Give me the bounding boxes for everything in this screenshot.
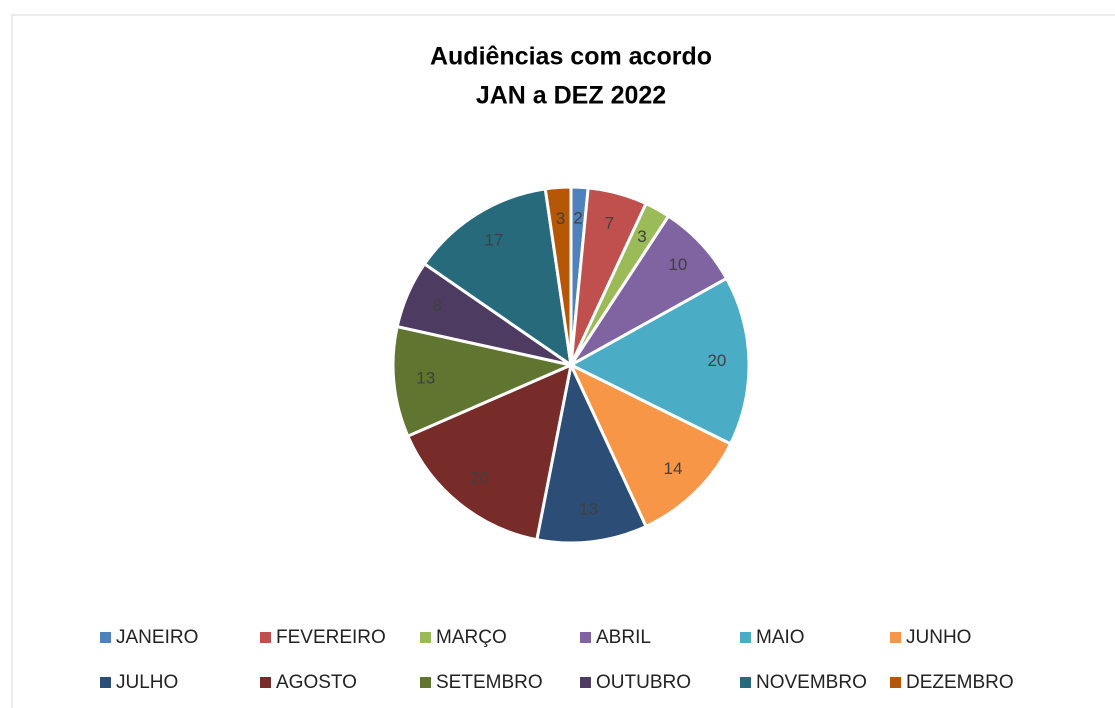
data-label: 14: [663, 459, 682, 478]
data-label: 20: [707, 351, 726, 370]
legend-swatch: [580, 632, 591, 643]
legend-swatch: [580, 677, 591, 688]
legend-swatch: [740, 677, 751, 688]
legend-label: SETEMBRO: [436, 672, 543, 693]
legend-swatch: [420, 677, 431, 688]
legend-label: ABRIL: [596, 627, 651, 648]
legend-swatch: [420, 632, 431, 643]
data-label: 8: [432, 296, 441, 315]
legend-swatch: [740, 632, 751, 643]
legend-swatch: [100, 677, 111, 688]
data-label: 3: [637, 227, 646, 246]
legend-swatch: [890, 632, 901, 643]
legend-swatch: [890, 677, 901, 688]
legend-label: FEVEREIRO: [276, 627, 386, 648]
data-label: 13: [416, 369, 435, 388]
legend-label: OUTUBRO: [596, 672, 691, 693]
legend-label: MAIO: [756, 627, 805, 648]
data-label: 2: [573, 209, 582, 228]
legend-label: NOVEMBRO: [756, 672, 867, 693]
chart-subtitle: JAN a DEZ 2022: [476, 82, 666, 110]
data-label: 3: [556, 209, 565, 228]
legend-label: JANEIRO: [116, 627, 198, 648]
legend-label: AGOSTO: [276, 672, 357, 693]
chart-title: Audiências com acordo: [430, 43, 712, 71]
data-label: 17: [485, 230, 504, 249]
data-label: 7: [605, 214, 614, 233]
legend-label: DEZEMBRO: [906, 672, 1014, 693]
data-label: 13: [579, 499, 598, 518]
pie-slice: [391, 324, 576, 439]
pie-slice: [405, 362, 574, 542]
legend-swatch: [260, 677, 271, 688]
legend-label: JUNHO: [906, 627, 971, 648]
legend-swatch: [100, 632, 111, 643]
pie-slice: [535, 360, 649, 545]
data-label: 10: [668, 255, 687, 274]
legend-label: MARÇO: [436, 627, 507, 648]
pie-slice: [543, 185, 573, 366]
pie-slice: [422, 187, 573, 369]
pie-slice: [567, 276, 751, 446]
legend-swatch: [260, 632, 271, 643]
legend-label: JULHO: [116, 672, 178, 693]
pie-slice: [567, 361, 733, 529]
data-label: 20: [470, 468, 489, 487]
